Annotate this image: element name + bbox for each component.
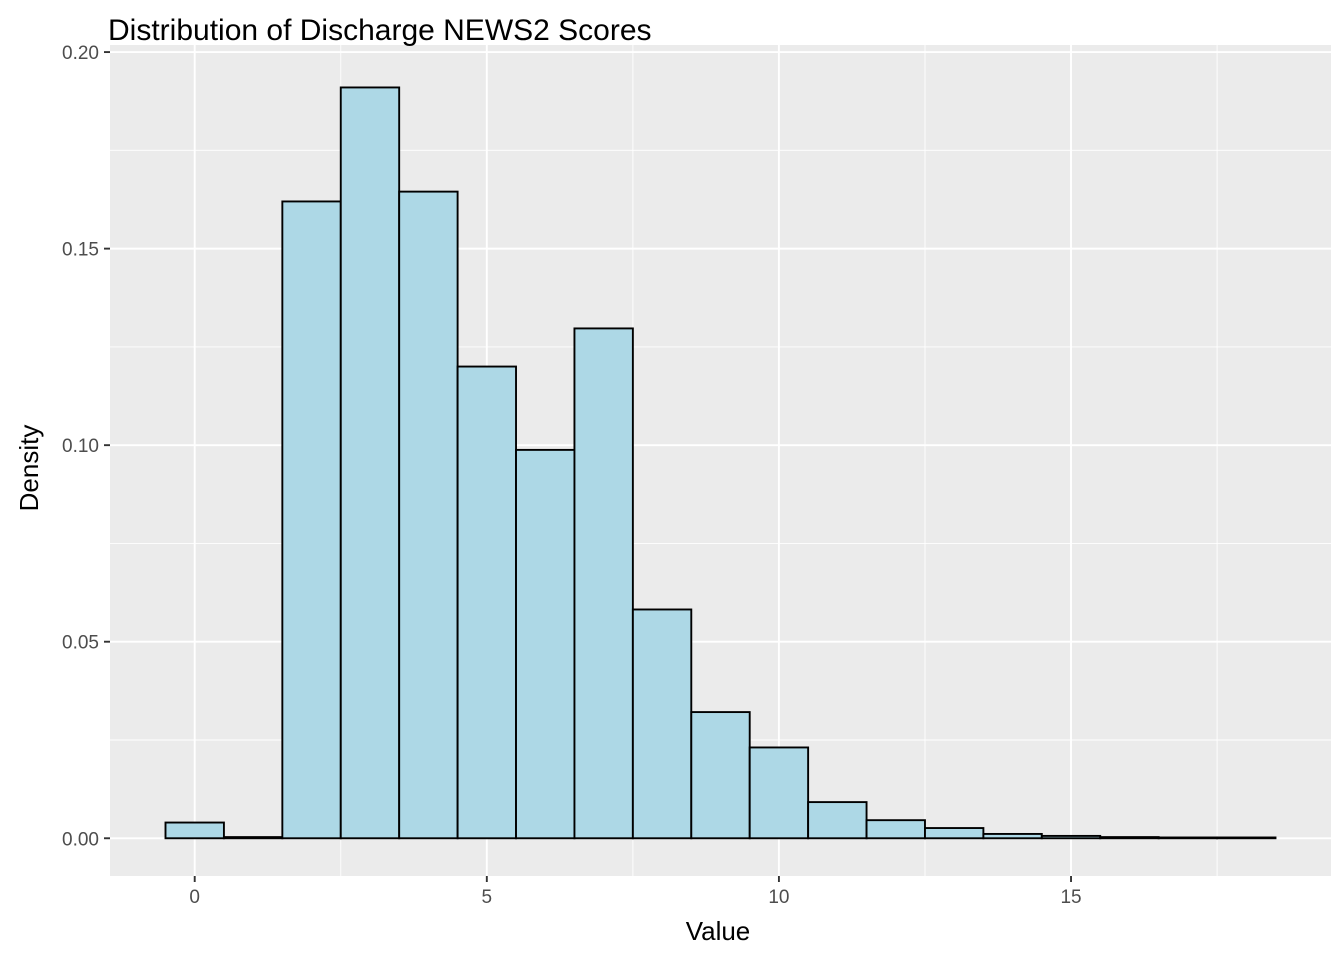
histogram-bar bbox=[1099, 836, 1160, 840]
histogram-bars bbox=[164, 86, 1277, 840]
y-axis: 0.00 0.05 0.10 0.15 0.20 bbox=[62, 43, 110, 850]
histogram-bar bbox=[1040, 834, 1102, 840]
histogram-bar bbox=[690, 711, 751, 840]
histogram-bar bbox=[865, 819, 926, 840]
histogram-bar bbox=[748, 746, 810, 840]
histogram-bar bbox=[515, 448, 576, 840]
y-tick-label: 0.00 bbox=[62, 829, 99, 850]
x-tick-label: 5 bbox=[482, 887, 493, 908]
x-tick-label: 15 bbox=[1060, 887, 1081, 908]
y-tick-label: 0.15 bbox=[62, 240, 99, 261]
histogram-bar bbox=[339, 86, 401, 840]
y-tick-label: 0.05 bbox=[62, 633, 99, 654]
y-axis-title: Density bbox=[14, 425, 44, 512]
histogram-bar bbox=[222, 836, 284, 840]
histogram-bar bbox=[1216, 836, 1277, 840]
x-axis: 0 5 10 15 bbox=[189, 876, 1082, 908]
histogram-bar bbox=[573, 327, 634, 840]
histogram-bar bbox=[281, 200, 342, 840]
histogram-bar bbox=[631, 608, 693, 840]
histogram-bar bbox=[398, 190, 459, 840]
x-tick-label: 0 bbox=[189, 887, 200, 908]
histogram-bar bbox=[456, 365, 517, 840]
y-tick-label: 0.10 bbox=[62, 436, 99, 457]
histogram-bar bbox=[807, 801, 868, 840]
chart-title: Distribution of Discharge NEWS2 Scores bbox=[108, 14, 652, 47]
histogram-bar bbox=[924, 827, 985, 840]
histogram-bar bbox=[1157, 836, 1219, 840]
y-tick-label: 0.20 bbox=[62, 43, 99, 64]
histogram-bar bbox=[164, 821, 225, 840]
histogram-bar bbox=[982, 832, 1043, 840]
x-tick-label: 10 bbox=[768, 887, 789, 908]
x-axis-title: Value bbox=[686, 916, 751, 946]
